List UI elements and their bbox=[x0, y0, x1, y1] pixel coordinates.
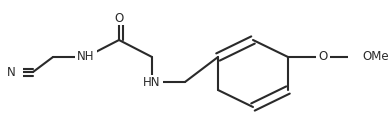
Text: O: O bbox=[318, 51, 328, 63]
Text: OMe: OMe bbox=[362, 51, 388, 63]
Text: HN: HN bbox=[143, 76, 161, 88]
Text: O: O bbox=[114, 11, 123, 25]
Bar bbox=[348, 50, 376, 64]
Bar bbox=[112, 11, 126, 25]
Bar bbox=[9, 65, 23, 79]
Text: N: N bbox=[7, 65, 16, 79]
Bar bbox=[316, 50, 330, 64]
Text: NH: NH bbox=[77, 51, 95, 63]
Bar bbox=[75, 50, 97, 64]
Bar bbox=[141, 75, 163, 89]
